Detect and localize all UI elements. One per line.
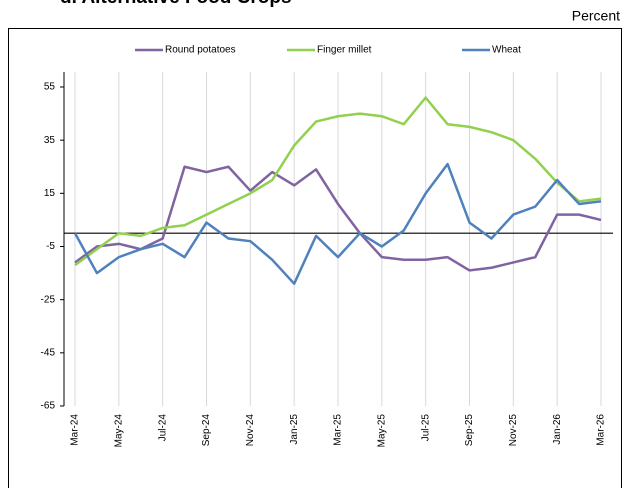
x-tick-label: Jul-25: [420, 414, 431, 442]
y-tick-label: -45: [41, 347, 56, 358]
unit-label: Percent: [572, 8, 620, 24]
y-tick-label: -25: [41, 294, 56, 305]
chart-frame: [8, 28, 622, 488]
legend-label: Round potatoes: [165, 45, 236, 56]
series-line: [74, 96, 602, 267]
legend-label: Finger millet: [317, 45, 372, 56]
x-tick-label: Jan-25: [289, 414, 300, 445]
y-tick-label: 15: [44, 188, 56, 199]
series-line: [73, 162, 602, 285]
x-tick-label: Mar-24: [70, 414, 81, 446]
y-tick-label: -5: [46, 241, 55, 252]
chart-title: d. Alternative Food Crops: [60, 0, 292, 8]
y-tick-label: 55: [44, 82, 56, 93]
x-tick-label: Mar-26: [596, 414, 607, 446]
x-tick-label: May-25: [376, 414, 387, 448]
legend-label: Wheat: [492, 45, 521, 56]
x-tick-label: Sep-25: [464, 414, 475, 447]
x-tick-label: Jul-24: [157, 414, 168, 442]
series-line: [74, 165, 602, 272]
x-tick-label: Sep-24: [201, 414, 212, 447]
x-tick-label: May-24: [113, 414, 124, 448]
x-tick-label: Mar-25: [333, 414, 344, 446]
x-tick-label: Nov-24: [245, 414, 256, 447]
x-tick-label: Jan-26: [552, 414, 563, 445]
y-tick-label: 35: [44, 135, 56, 146]
y-tick-label: -65: [41, 401, 56, 412]
x-tick-label: Nov-25: [508, 414, 519, 447]
